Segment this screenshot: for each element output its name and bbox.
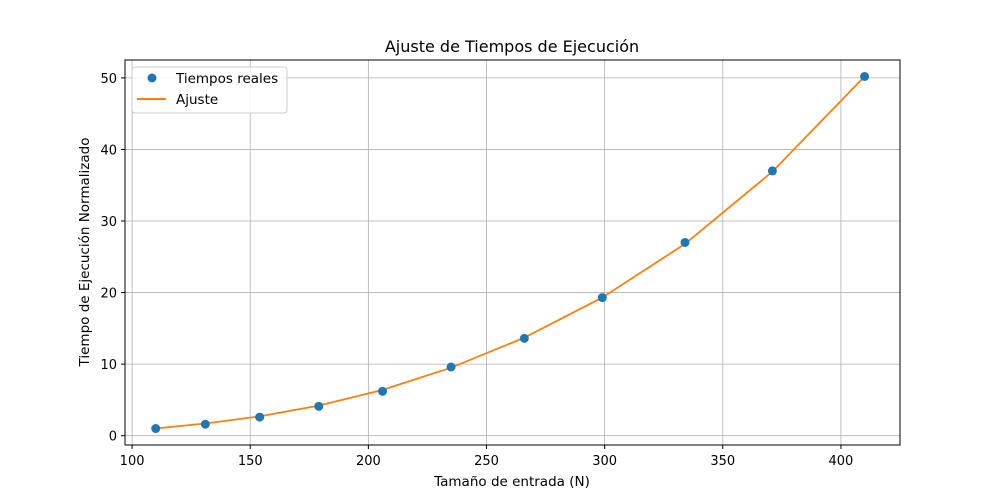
fit-line: [155, 75, 866, 430]
data-point: [200, 419, 210, 429]
y-tick-label: 30: [100, 215, 117, 230]
chart-title: Ajuste de Tiempos de Ejecución: [385, 37, 639, 56]
x-tick-label: 150: [238, 454, 263, 469]
legend-marker-scatter: [147, 73, 157, 83]
y-tick-label: 20: [100, 287, 117, 302]
data-point: [519, 333, 529, 343]
y-axis: 0 10 20 30 40 50: [100, 72, 125, 445]
plot-area: [151, 71, 870, 434]
data-point: [151, 424, 161, 434]
x-tick-label: 100: [120, 454, 145, 469]
x-tick-label: 350: [710, 454, 735, 469]
grid: [125, 60, 900, 445]
data-point: [378, 386, 388, 396]
x-axis: 100 150 200 250 300 350 400: [120, 445, 854, 469]
data-point: [860, 71, 870, 81]
x-tick-label: 300: [592, 454, 617, 469]
y-axis-label: Tiempo de Ejecución Normalizado: [77, 138, 93, 368]
x-tick-label: 400: [829, 454, 854, 469]
legend: Tiempos reales Ajuste: [131, 66, 288, 114]
x-tick-label: 200: [356, 454, 381, 469]
data-point: [446, 362, 456, 372]
data-point: [767, 166, 777, 176]
data-point: [680, 237, 690, 247]
y-tick-label: 0: [109, 430, 117, 445]
plot-frame: [124, 59, 901, 446]
legend-label-line: Ajuste: [176, 92, 218, 108]
data-point: [597, 293, 607, 303]
y-tick-label: 40: [100, 143, 117, 158]
legend-label-scatter: Tiempos reales: [175, 71, 278, 87]
data-point: [255, 412, 265, 422]
y-tick-label: 50: [100, 72, 117, 87]
legend-box: [131, 66, 288, 114]
x-tick-label: 250: [474, 454, 499, 469]
data-point: [314, 401, 324, 411]
x-axis-label: Tamaño de entrada (N): [433, 474, 590, 490]
y-tick-label: 10: [100, 358, 117, 373]
